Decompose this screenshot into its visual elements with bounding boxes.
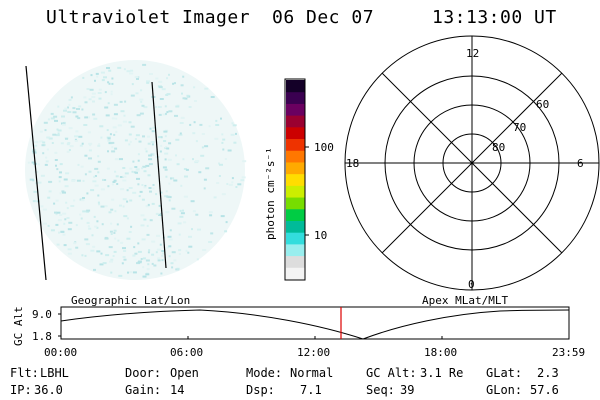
colorbar-segment	[286, 103, 305, 116]
dsp-value: 7.1	[300, 383, 322, 397]
terminator-line-left	[25, 65, 47, 281]
colorbar-segment	[286, 115, 305, 128]
door-label: Door:	[125, 366, 162, 380]
timeline-x-tick: 23:59	[552, 346, 586, 359]
polar-diagonal-2	[381, 72, 563, 254]
colorbar-segment	[286, 185, 305, 198]
flt-label: Flt:	[10, 366, 39, 380]
gc-alt-value: 3.1 Re	[420, 366, 464, 380]
ip-label: IP:	[10, 383, 32, 397]
colorbar-segment	[286, 126, 305, 140]
colorbar-segment	[286, 208, 305, 221]
colorbar-unit-label: photon cm⁻²s⁻¹	[264, 147, 277, 240]
colorbar-segment	[286, 150, 305, 163]
timeline-y-tick-top: 9.0	[32, 308, 52, 321]
door-value: Open	[170, 366, 199, 380]
altitude-curve	[60, 309, 570, 340]
colorbar-segment	[286, 173, 305, 186]
colorbar-segment	[286, 161, 305, 175]
colorbar-segment	[286, 197, 305, 210]
colorbar-label-10: 10	[314, 229, 328, 242]
timeline-y-tick-bottom: 1.8	[32, 330, 52, 343]
gc-alt-label: GC Alt:	[366, 366, 417, 380]
polar-label-18: 18	[346, 157, 360, 170]
glon-value: 57.6	[530, 383, 559, 397]
polar-label-70: 70	[513, 121, 527, 134]
ip-value: 36.0	[34, 383, 63, 397]
colorbar-label-100: 100	[314, 141, 334, 154]
seq-label: Seq:	[366, 383, 395, 397]
timeline-x-tick: 18:00	[424, 346, 458, 359]
date-label: 06 Dec 07	[272, 7, 375, 28]
timeline-x-tick: 12:00	[297, 346, 331, 359]
time-label: 13:13:00 UT	[432, 7, 557, 28]
timeline-x-tick: 06:00	[170, 346, 204, 359]
timeline-x-tick: 00:00	[44, 346, 78, 359]
uv-image-disc	[25, 60, 247, 281]
timeline-y-axis-label: GC Alt	[12, 306, 25, 346]
colorbar-segment	[286, 232, 305, 245]
glat-value: 2.3	[537, 366, 559, 380]
colorbar-segment	[286, 220, 305, 233]
timeline-right-title: Apex MLat/MLT	[422, 294, 509, 307]
mode-label: Mode:	[246, 366, 283, 380]
colorbar-segment	[286, 267, 305, 280]
seq-value: 39	[400, 383, 415, 397]
instrument-title: Ultraviolet Imager	[46, 7, 251, 28]
color-bar	[284, 78, 306, 281]
colorbar-segment	[286, 138, 305, 151]
flt-value: LBHL	[40, 366, 69, 380]
timeline-plot	[58, 306, 570, 340]
colorbar-segment	[286, 255, 305, 268]
terminator-line-right	[151, 81, 167, 269]
glon-label: GLon:	[486, 383, 523, 397]
colorbar-segment	[286, 80, 305, 93]
polar-label-6: 6	[577, 157, 584, 170]
polar-label-80: 80	[492, 141, 506, 154]
polar-label-12: 12	[466, 47, 480, 60]
polar-label-0: 0	[468, 278, 475, 291]
mode-value: Normal	[290, 366, 334, 380]
glat-label: GLat:	[486, 366, 523, 380]
gain-label: Gain:	[125, 383, 162, 397]
colorbar-segment	[286, 243, 305, 257]
polar-label-60: 60	[536, 98, 550, 111]
timeline-left-title: Geographic Lat/Lon	[71, 294, 191, 307]
gain-value: 14	[170, 383, 185, 397]
dsp-label: Dsp:	[246, 383, 275, 397]
colorbar-segment	[286, 91, 305, 104]
polar-plot	[344, 35, 600, 291]
